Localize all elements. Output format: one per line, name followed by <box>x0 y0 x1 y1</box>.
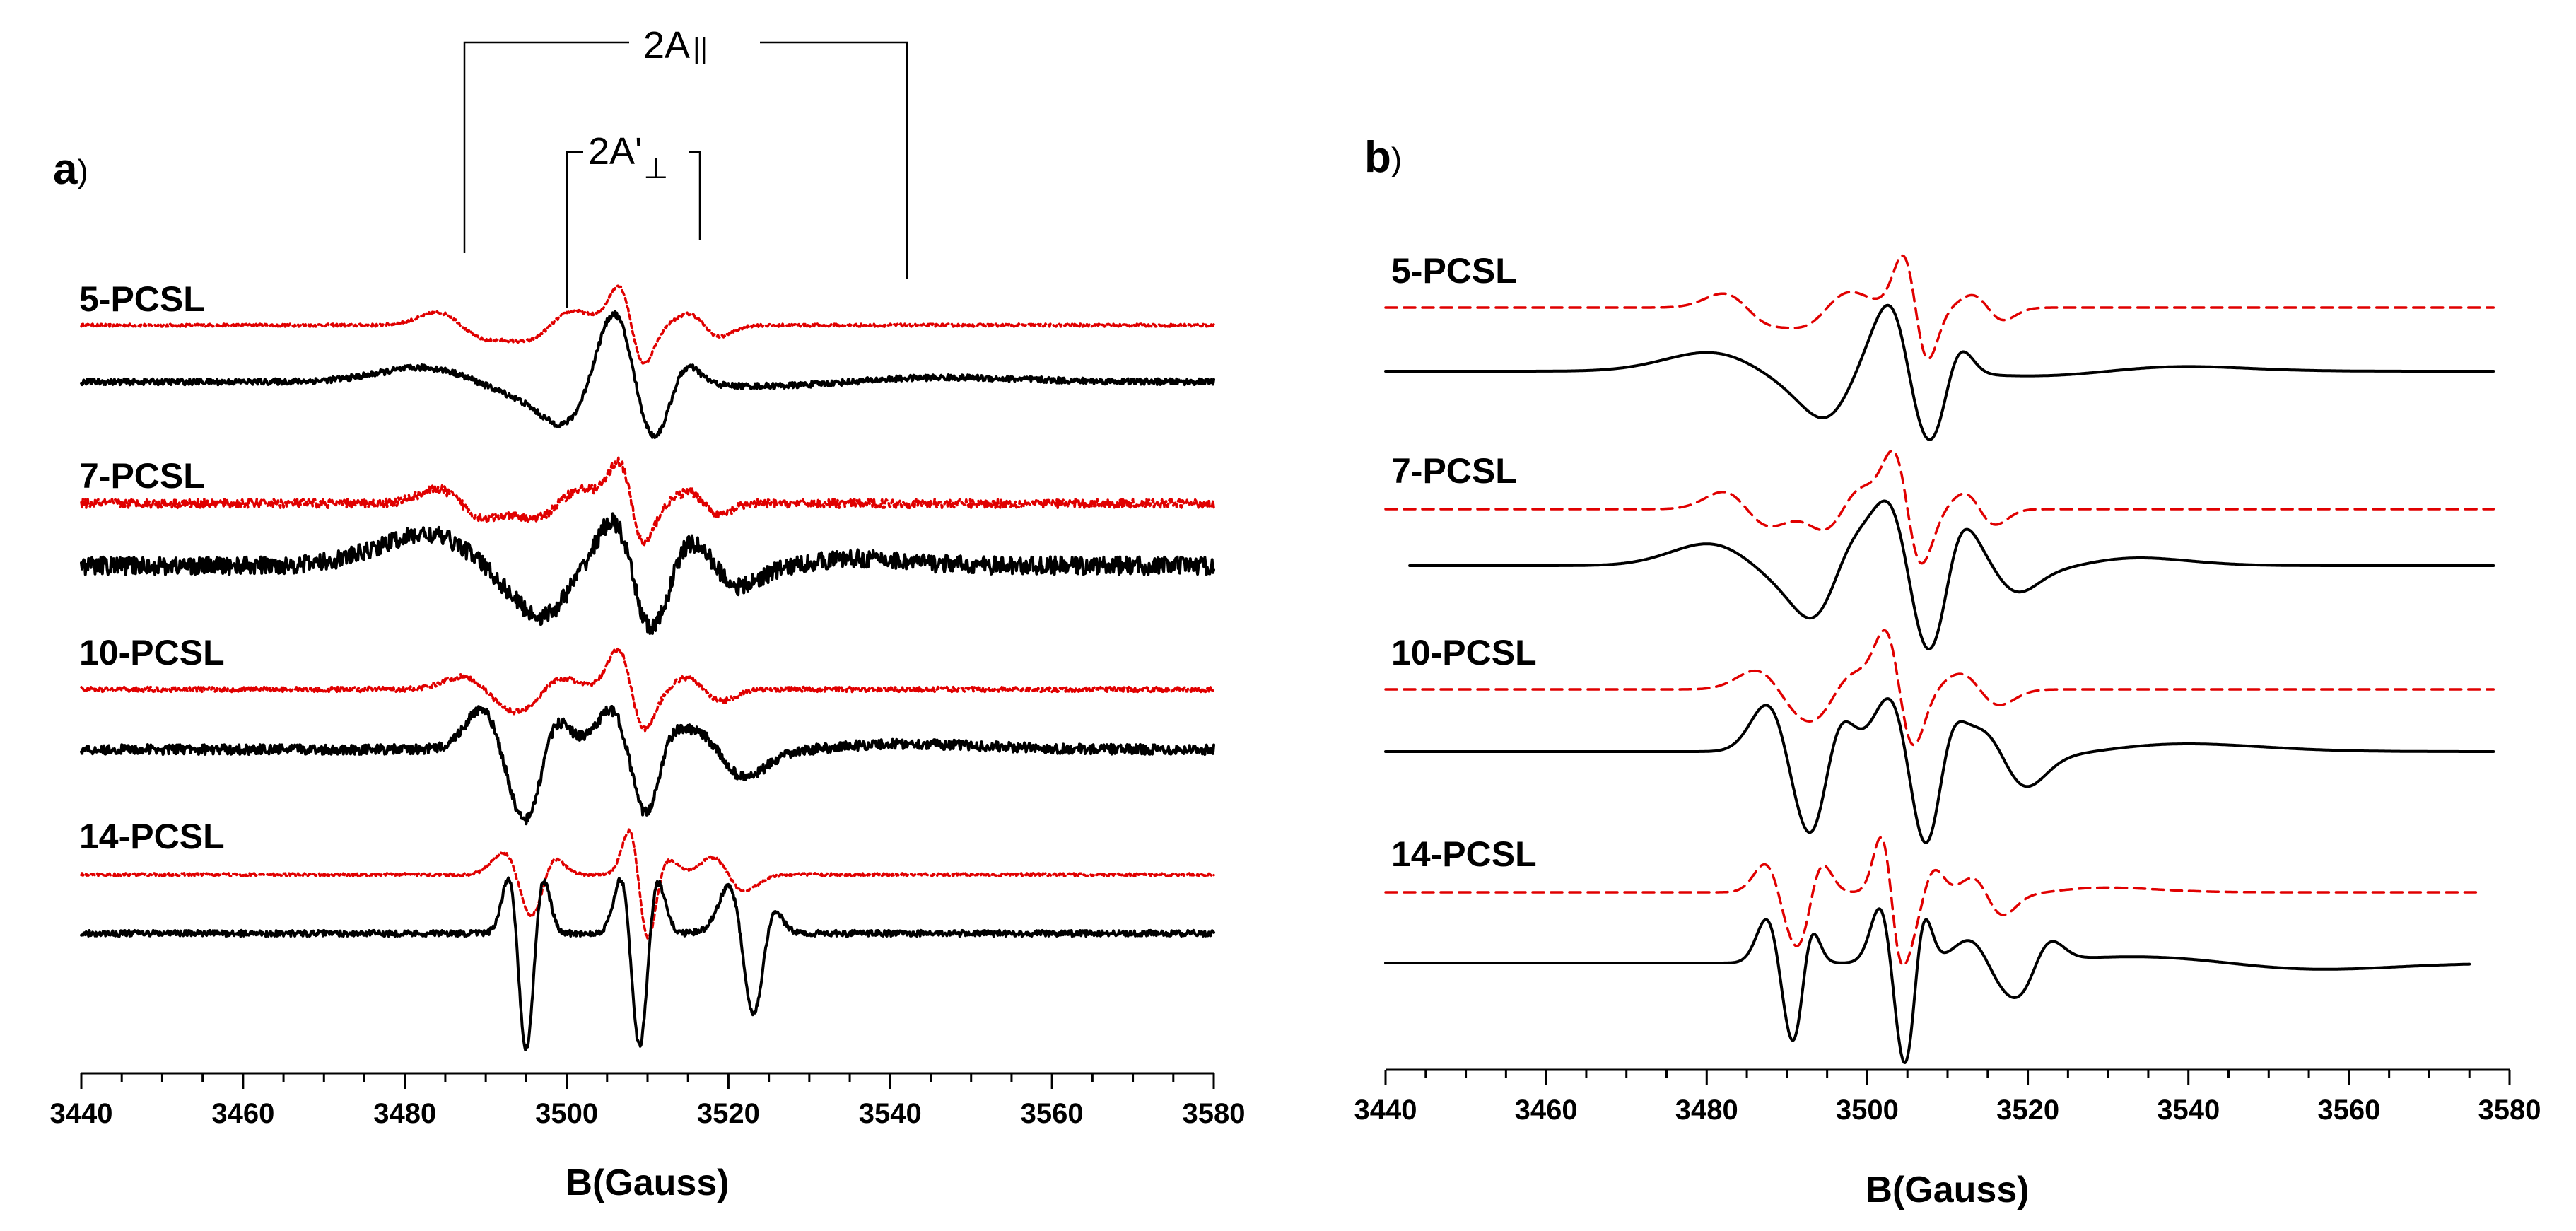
spectrum-dashed-b-7-PCSL <box>1384 449 2495 565</box>
panel-a: a) 2A || 2A'⊥ 5-PCSL 7-PCSL 10-PCSL 14-PC… <box>50 24 1246 1203</box>
sample-label-a-5: 5-PCSL <box>79 279 205 319</box>
panel-b-letter: b) <box>1364 133 1402 182</box>
spectrum-dashed-a-5-PCSL <box>80 284 1215 365</box>
spectrum-dashed-b-14-PCSL <box>1384 836 2479 967</box>
sample-label-a-10: 10-PCSL <box>79 633 225 672</box>
traces-panel-a <box>80 284 1215 1051</box>
spectrum-solid-a-14-PCSL <box>80 876 1215 1051</box>
x-tick-label-b-3440: 3440 <box>1354 1095 1417 1126</box>
sample-label-a-7: 7-PCSL <box>79 456 205 496</box>
spectrum-solid-a-10-PCSL <box>80 705 1215 826</box>
x-tick-label-b-3500: 3500 <box>1836 1095 1899 1126</box>
x-tick-label-b-3460: 3460 <box>1515 1095 1578 1126</box>
x-tick-label-b-3520: 3520 <box>1996 1095 2059 1126</box>
a-perp-label: 2A'⊥ <box>588 130 668 185</box>
x-ticks-panel-b: 3440 3460 3480 3500 3520 3540 3560 3580 <box>1354 1070 2541 1126</box>
a-parallel-bracket-right <box>760 41 908 279</box>
x-tick-label-a-3540: 3540 <box>859 1098 922 1129</box>
panel-b: b) 5-PCSL 7-PCSL 10-PCSL 14-PCSL 3440 346… <box>1354 133 2541 1210</box>
a-perp-bracket-left <box>566 151 583 308</box>
spectrum-solid-a-7-PCSL <box>80 512 1215 635</box>
x-tick-label-a-3580: 3580 <box>1183 1098 1246 1129</box>
x-tick-label-a-3560: 3560 <box>1021 1098 1084 1129</box>
spectrum-solid-b-10-PCSL <box>1384 697 2495 844</box>
x-axis-title-b: B(Gauss) <box>1866 1169 2029 1210</box>
spectrum-solid-b-5-PCSL <box>1384 303 2495 441</box>
a-perp-bracket: 2A'⊥ <box>566 130 701 308</box>
x-tick-label-b-3540: 3540 <box>2157 1095 2220 1126</box>
sample-label-b-5: 5-PCSL <box>1391 251 1517 291</box>
a-perp-bracket-right <box>689 151 701 240</box>
sample-label-b-14: 14-PCSL <box>1391 834 1537 874</box>
x-tick-label-b-3560: 3560 <box>2317 1095 2380 1126</box>
x-tick-label-a-3500: 3500 <box>535 1098 598 1129</box>
a-parallel-bracket: 2A || <box>463 24 908 279</box>
x-tick-label-a-3460: 3460 <box>211 1098 274 1129</box>
x-tick-label-a-3480: 3480 <box>373 1098 436 1129</box>
a-parallel-bracket-left <box>463 41 629 253</box>
spectrum-dashed-b-5-PCSL <box>1384 254 2495 361</box>
spectrum-dashed-b-10-PCSL <box>1384 629 2495 747</box>
x-tick-label-b-3580: 3580 <box>2478 1095 2541 1126</box>
spectrum-dashed-a-7-PCSL <box>80 456 1215 547</box>
sample-label-a-14: 14-PCSL <box>79 817 225 856</box>
x-tick-label-a-3440: 3440 <box>50 1098 113 1129</box>
spectrum-solid-b-7-PCSL <box>1408 499 2495 650</box>
traces-panel-b <box>1384 254 2495 1064</box>
x-tick-label-b-3480: 3480 <box>1675 1095 1738 1126</box>
sample-label-b-7: 7-PCSL <box>1391 451 1517 491</box>
spectrum-dashed-a-14-PCSL <box>80 828 1215 940</box>
spectrum-solid-b-14-PCSL <box>1384 907 2471 1064</box>
sample-label-b-10: 10-PCSL <box>1391 633 1537 672</box>
spectrum-dashed-a-10-PCSL <box>80 647 1215 733</box>
a-parallel-label: 2A || <box>643 24 708 66</box>
x-axis-title-a: B(Gauss) <box>566 1162 729 1203</box>
panel-a-letter: a) <box>53 145 88 194</box>
spectrum-solid-a-5-PCSL <box>80 310 1215 439</box>
x-tick-label-a-3520: 3520 <box>697 1098 760 1129</box>
x-ticks-panel-a: 3440 3460 3480 3500 3520 3540 3560 3580 <box>50 1073 1246 1129</box>
